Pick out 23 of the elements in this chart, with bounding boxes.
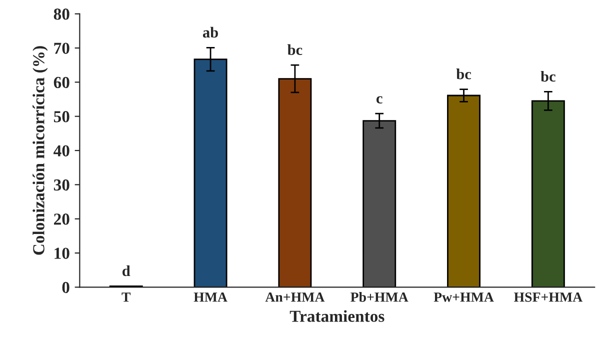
y-tick-label: 40 — [54, 145, 70, 156]
annotation: ab — [202, 26, 218, 38]
annotation: bc — [540, 70, 556, 82]
x-tick-label: Pw+HMA — [434, 292, 494, 302]
y-tick-label: 70 — [54, 42, 70, 54]
y-tick-label: 60 — [54, 76, 70, 88]
x-axis-title: Tratamientos — [290, 310, 384, 322]
x-tick-label: An+HMA — [265, 292, 325, 302]
x-tick-label: T — [122, 292, 131, 302]
y-tick-label: 80 — [54, 8, 70, 20]
y-axis-title: Colonización micorrícica (%) — [32, 46, 48, 255]
x-tick-label: HSF+HMA — [514, 292, 583, 302]
annotation: c — [376, 96, 382, 104]
x-tick-label: HMA — [194, 292, 228, 302]
y-tick-label: 30 — [54, 179, 70, 191]
annotation: bc — [456, 68, 472, 80]
annotation: d — [122, 265, 130, 276]
y-tick-label: 50 — [54, 111, 70, 122]
y-tick-label: 0 — [62, 282, 70, 294]
x-tick-label: Pb+HMA — [350, 292, 408, 302]
annotation: bc — [288, 44, 302, 56]
y-tick-label: 10 — [54, 248, 70, 259]
y-tick-label: 20 — [54, 214, 70, 225]
